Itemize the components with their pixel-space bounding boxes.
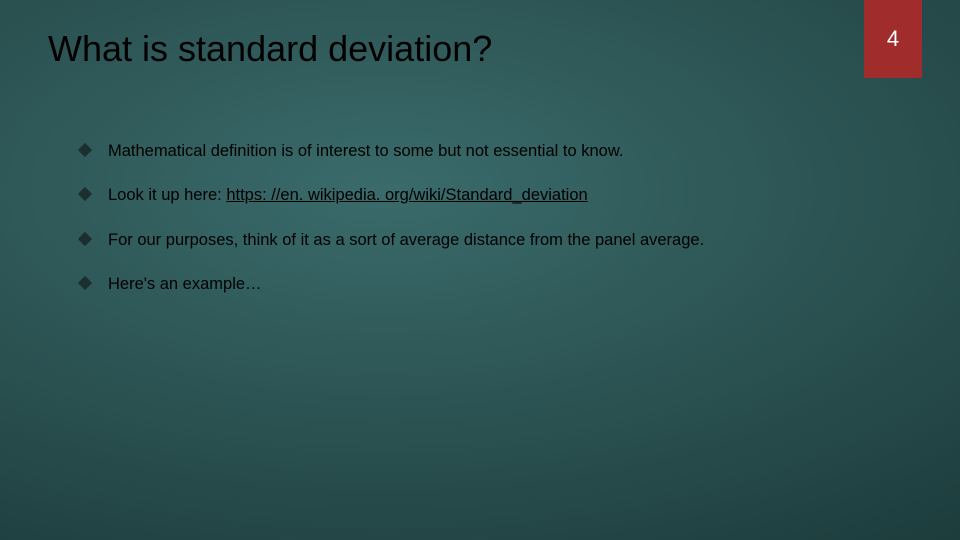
list-item: Here's an example… [80, 273, 870, 295]
bullet-prefix: Look it up here: [108, 186, 226, 204]
bullet-text: Here's an example… [108, 275, 262, 293]
bullet-text: For our purposes, think of it as a sort … [108, 231, 704, 249]
list-item: Mathematical definition is of interest t… [80, 140, 870, 162]
page-number: 4 [887, 26, 899, 52]
diamond-icon [78, 143, 92, 157]
slide-title: What is standard deviation? [48, 28, 492, 70]
wikipedia-link[interactable]: https: //en. wikipedia. org/wiki/Standar… [226, 186, 587, 204]
page-number-badge: 4 [864, 0, 922, 78]
diamond-icon [78, 231, 92, 245]
list-item: For our purposes, think of it as a sort … [80, 229, 870, 251]
bullet-text: Mathematical definition is of interest t… [108, 142, 623, 160]
diamond-icon [78, 276, 92, 290]
diamond-icon [78, 187, 92, 201]
bullet-list: Mathematical definition is of interest t… [80, 140, 870, 317]
list-item: Look it up here: https: //en. wikipedia.… [80, 184, 870, 206]
